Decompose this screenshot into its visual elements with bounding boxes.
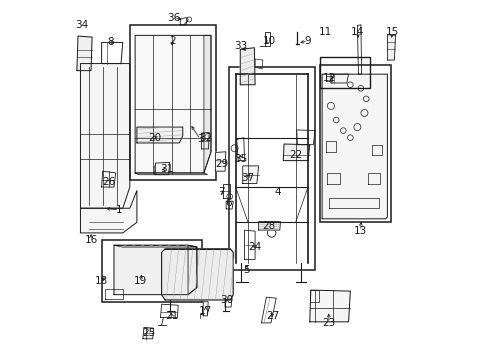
Polygon shape bbox=[81, 64, 130, 208]
Text: 11: 11 bbox=[318, 27, 331, 37]
Text: 8: 8 bbox=[107, 37, 114, 48]
Polygon shape bbox=[77, 36, 92, 71]
Polygon shape bbox=[322, 74, 386, 219]
Text: 2: 2 bbox=[168, 36, 175, 46]
Polygon shape bbox=[135, 173, 207, 175]
Text: 36: 36 bbox=[167, 13, 180, 23]
Text: 6: 6 bbox=[225, 198, 231, 208]
Text: 13: 13 bbox=[354, 226, 367, 236]
Text: 10: 10 bbox=[262, 36, 275, 46]
Text: 27: 27 bbox=[265, 311, 279, 321]
Text: 17: 17 bbox=[199, 306, 212, 315]
Text: 4: 4 bbox=[274, 187, 281, 197]
Text: 5: 5 bbox=[243, 265, 249, 275]
Polygon shape bbox=[161, 249, 233, 300]
Polygon shape bbox=[203, 35, 210, 173]
Text: 35: 35 bbox=[234, 154, 247, 164]
Text: 7: 7 bbox=[218, 187, 224, 197]
Text: 34: 34 bbox=[76, 20, 89, 30]
Text: 3: 3 bbox=[197, 134, 203, 144]
Polygon shape bbox=[154, 162, 169, 175]
Text: 33: 33 bbox=[234, 41, 247, 51]
Polygon shape bbox=[114, 245, 197, 247]
Text: 21: 21 bbox=[165, 311, 179, 321]
Text: 15: 15 bbox=[385, 27, 399, 37]
Polygon shape bbox=[188, 245, 197, 294]
Text: 22: 22 bbox=[288, 150, 302, 160]
Text: 37: 37 bbox=[241, 173, 254, 183]
Polygon shape bbox=[81, 190, 137, 233]
Text: 25: 25 bbox=[142, 328, 156, 338]
Text: 31: 31 bbox=[160, 165, 173, 174]
Bar bbox=[102, 240, 202, 302]
Bar bbox=[228, 67, 314, 270]
Text: 16: 16 bbox=[84, 235, 98, 245]
Text: 19: 19 bbox=[134, 275, 147, 285]
Polygon shape bbox=[142, 328, 153, 339]
Text: 9: 9 bbox=[304, 36, 311, 46]
Polygon shape bbox=[309, 290, 349, 322]
Polygon shape bbox=[135, 35, 210, 173]
Text: 12: 12 bbox=[322, 73, 335, 83]
Text: 14: 14 bbox=[350, 27, 363, 37]
Polygon shape bbox=[114, 245, 197, 294]
Bar bbox=[320, 66, 390, 222]
Text: 28: 28 bbox=[262, 221, 275, 231]
Text: 30: 30 bbox=[220, 295, 233, 305]
Text: 20: 20 bbox=[148, 133, 161, 143]
Polygon shape bbox=[240, 48, 255, 85]
Text: 26: 26 bbox=[102, 177, 115, 187]
Polygon shape bbox=[215, 152, 225, 171]
Text: 18: 18 bbox=[95, 275, 108, 285]
Bar bbox=[320, 57, 369, 88]
Text: 23: 23 bbox=[322, 318, 335, 328]
Polygon shape bbox=[283, 144, 309, 161]
Polygon shape bbox=[102, 171, 116, 187]
Text: 29: 29 bbox=[215, 159, 228, 169]
Text: 1: 1 bbox=[116, 205, 122, 215]
Text: 24: 24 bbox=[248, 242, 261, 252]
Polygon shape bbox=[386, 35, 395, 60]
Text: 32: 32 bbox=[199, 133, 212, 143]
Polygon shape bbox=[242, 166, 258, 184]
Polygon shape bbox=[258, 222, 280, 230]
Bar bbox=[130, 25, 216, 180]
Polygon shape bbox=[137, 127, 183, 143]
